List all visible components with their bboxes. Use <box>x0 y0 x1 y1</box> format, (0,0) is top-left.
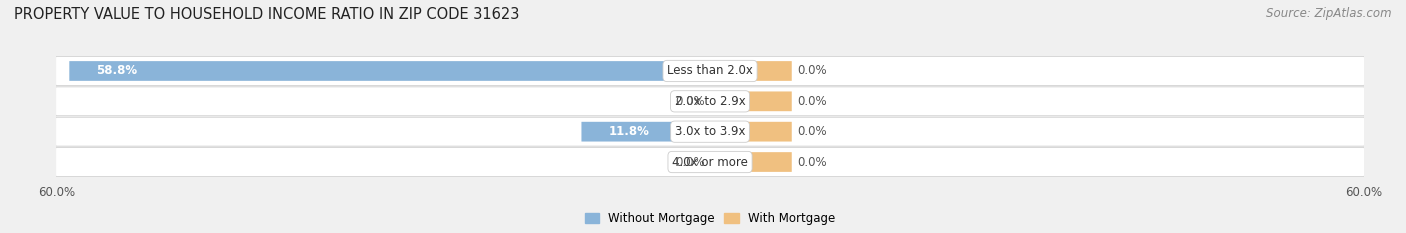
FancyBboxPatch shape <box>710 152 792 172</box>
Text: Source: ZipAtlas.com: Source: ZipAtlas.com <box>1267 7 1392 20</box>
Text: 3.0x to 3.9x: 3.0x to 3.9x <box>675 125 745 138</box>
Text: 0.0%: 0.0% <box>675 95 704 108</box>
FancyBboxPatch shape <box>710 92 792 111</box>
Text: 0.0%: 0.0% <box>675 155 704 168</box>
Text: PROPERTY VALUE TO HOUSEHOLD INCOME RATIO IN ZIP CODE 31623: PROPERTY VALUE TO HOUSEHOLD INCOME RATIO… <box>14 7 519 22</box>
FancyBboxPatch shape <box>710 122 792 141</box>
FancyBboxPatch shape <box>69 61 710 81</box>
Legend: Without Mortgage, With Mortgage: Without Mortgage, With Mortgage <box>585 212 835 225</box>
FancyBboxPatch shape <box>56 147 1364 176</box>
FancyBboxPatch shape <box>710 61 792 81</box>
Text: 0.0%: 0.0% <box>797 155 827 168</box>
FancyBboxPatch shape <box>582 122 710 141</box>
Text: Less than 2.0x: Less than 2.0x <box>666 65 754 78</box>
FancyBboxPatch shape <box>56 117 1364 146</box>
Text: 58.8%: 58.8% <box>97 65 138 78</box>
Text: 0.0%: 0.0% <box>797 65 827 78</box>
Text: 2.0x to 2.9x: 2.0x to 2.9x <box>675 95 745 108</box>
Text: 11.8%: 11.8% <box>609 125 650 138</box>
Text: 4.0x or more: 4.0x or more <box>672 155 748 168</box>
FancyBboxPatch shape <box>56 87 1364 116</box>
FancyBboxPatch shape <box>56 57 1364 86</box>
Text: 0.0%: 0.0% <box>797 95 827 108</box>
Text: 0.0%: 0.0% <box>797 125 827 138</box>
